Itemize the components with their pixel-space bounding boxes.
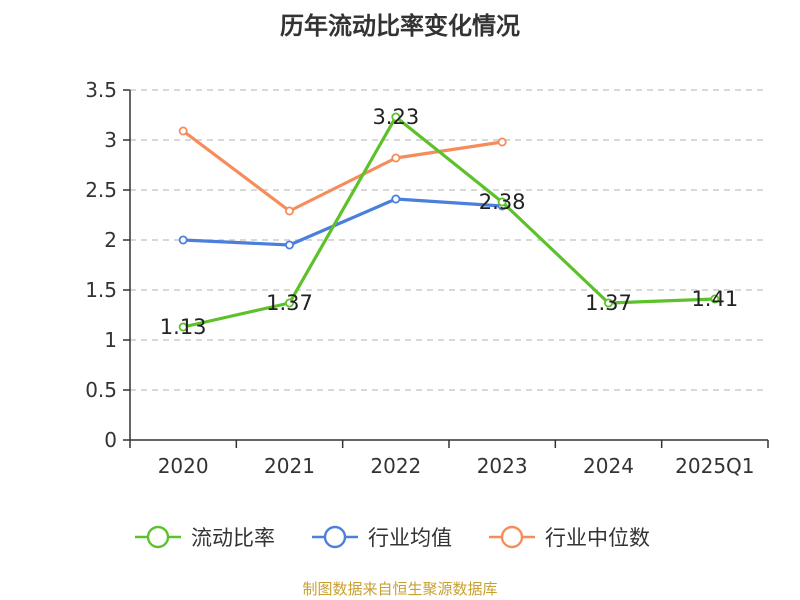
legend-label: 流动比率 (191, 526, 275, 550)
source-note: 制图数据来自恒生聚源数据库 (302, 580, 498, 598)
x-tick-label: 2023 (477, 454, 528, 478)
y-tick-label: 3 (104, 128, 117, 152)
data-point (391, 194, 401, 204)
series-lines (178, 112, 720, 332)
data-labels: 1.13 1.37 3.23 2.38 1.37 1.41 (160, 105, 738, 339)
data-point (284, 206, 294, 216)
legend-label: 行业中位数 (545, 526, 650, 550)
y-tick-label: 0.5 (85, 378, 117, 402)
data-point (497, 137, 507, 147)
data-label: 1.41 (691, 287, 738, 311)
grid-lines (130, 89, 768, 391)
data-point (391, 153, 401, 163)
series-line (182, 115, 715, 329)
chart-title: 历年流动比率变化情况 (280, 12, 520, 40)
x-tick-label: 2025Q1 (675, 454, 754, 478)
series-1 (178, 194, 507, 250)
x-tick-label: 2022 (370, 454, 421, 478)
data-label: 1.37 (585, 291, 632, 315)
data-point (391, 112, 401, 122)
data-point (497, 197, 507, 207)
data-label: 3.23 (372, 105, 419, 129)
y-tick-label: 2 (104, 228, 117, 252)
series-line (183, 197, 503, 247)
data-point (178, 126, 188, 136)
data-label: 1.37 (266, 291, 313, 315)
data-label: 1.13 (160, 315, 207, 339)
data-point (710, 294, 720, 304)
x-tick-label: 2020 (158, 454, 209, 478)
axes: 0 0.5 1 1.5 2 2.5 3 3.5 2020 2021 2022 2023 2024 2025… (85, 78, 769, 478)
legend: 流动比率 行业均值 行业中位数 (135, 525, 650, 550)
legend-item-2: 行业中位数 (489, 525, 650, 550)
data-point (604, 298, 614, 308)
data-point (284, 240, 294, 250)
legend-item-1: 行业均值 (312, 525, 452, 550)
data-point (178, 235, 188, 245)
legend-marker (146, 525, 170, 549)
y-tick-label: 0 (104, 428, 117, 452)
x-tick-label: 2021 (264, 454, 315, 478)
y-tick-label: 2.5 (85, 178, 117, 202)
series-line (182, 129, 503, 213)
series-0 (178, 112, 720, 332)
x-tick-label: 2024 (583, 454, 634, 478)
legend-marker (323, 525, 347, 549)
y-tick-label: 1.5 (85, 278, 117, 302)
data-point (284, 298, 294, 308)
data-label: 2.38 (479, 190, 526, 214)
legend-label: 行业均值 (368, 526, 452, 550)
legend-item-0: 流动比率 (135, 525, 275, 550)
y-tick-label: 3.5 (85, 78, 117, 102)
y-tick-label: 1 (104, 328, 117, 352)
data-point (178, 322, 188, 332)
legend-marker (500, 525, 524, 549)
series-2 (178, 126, 507, 216)
